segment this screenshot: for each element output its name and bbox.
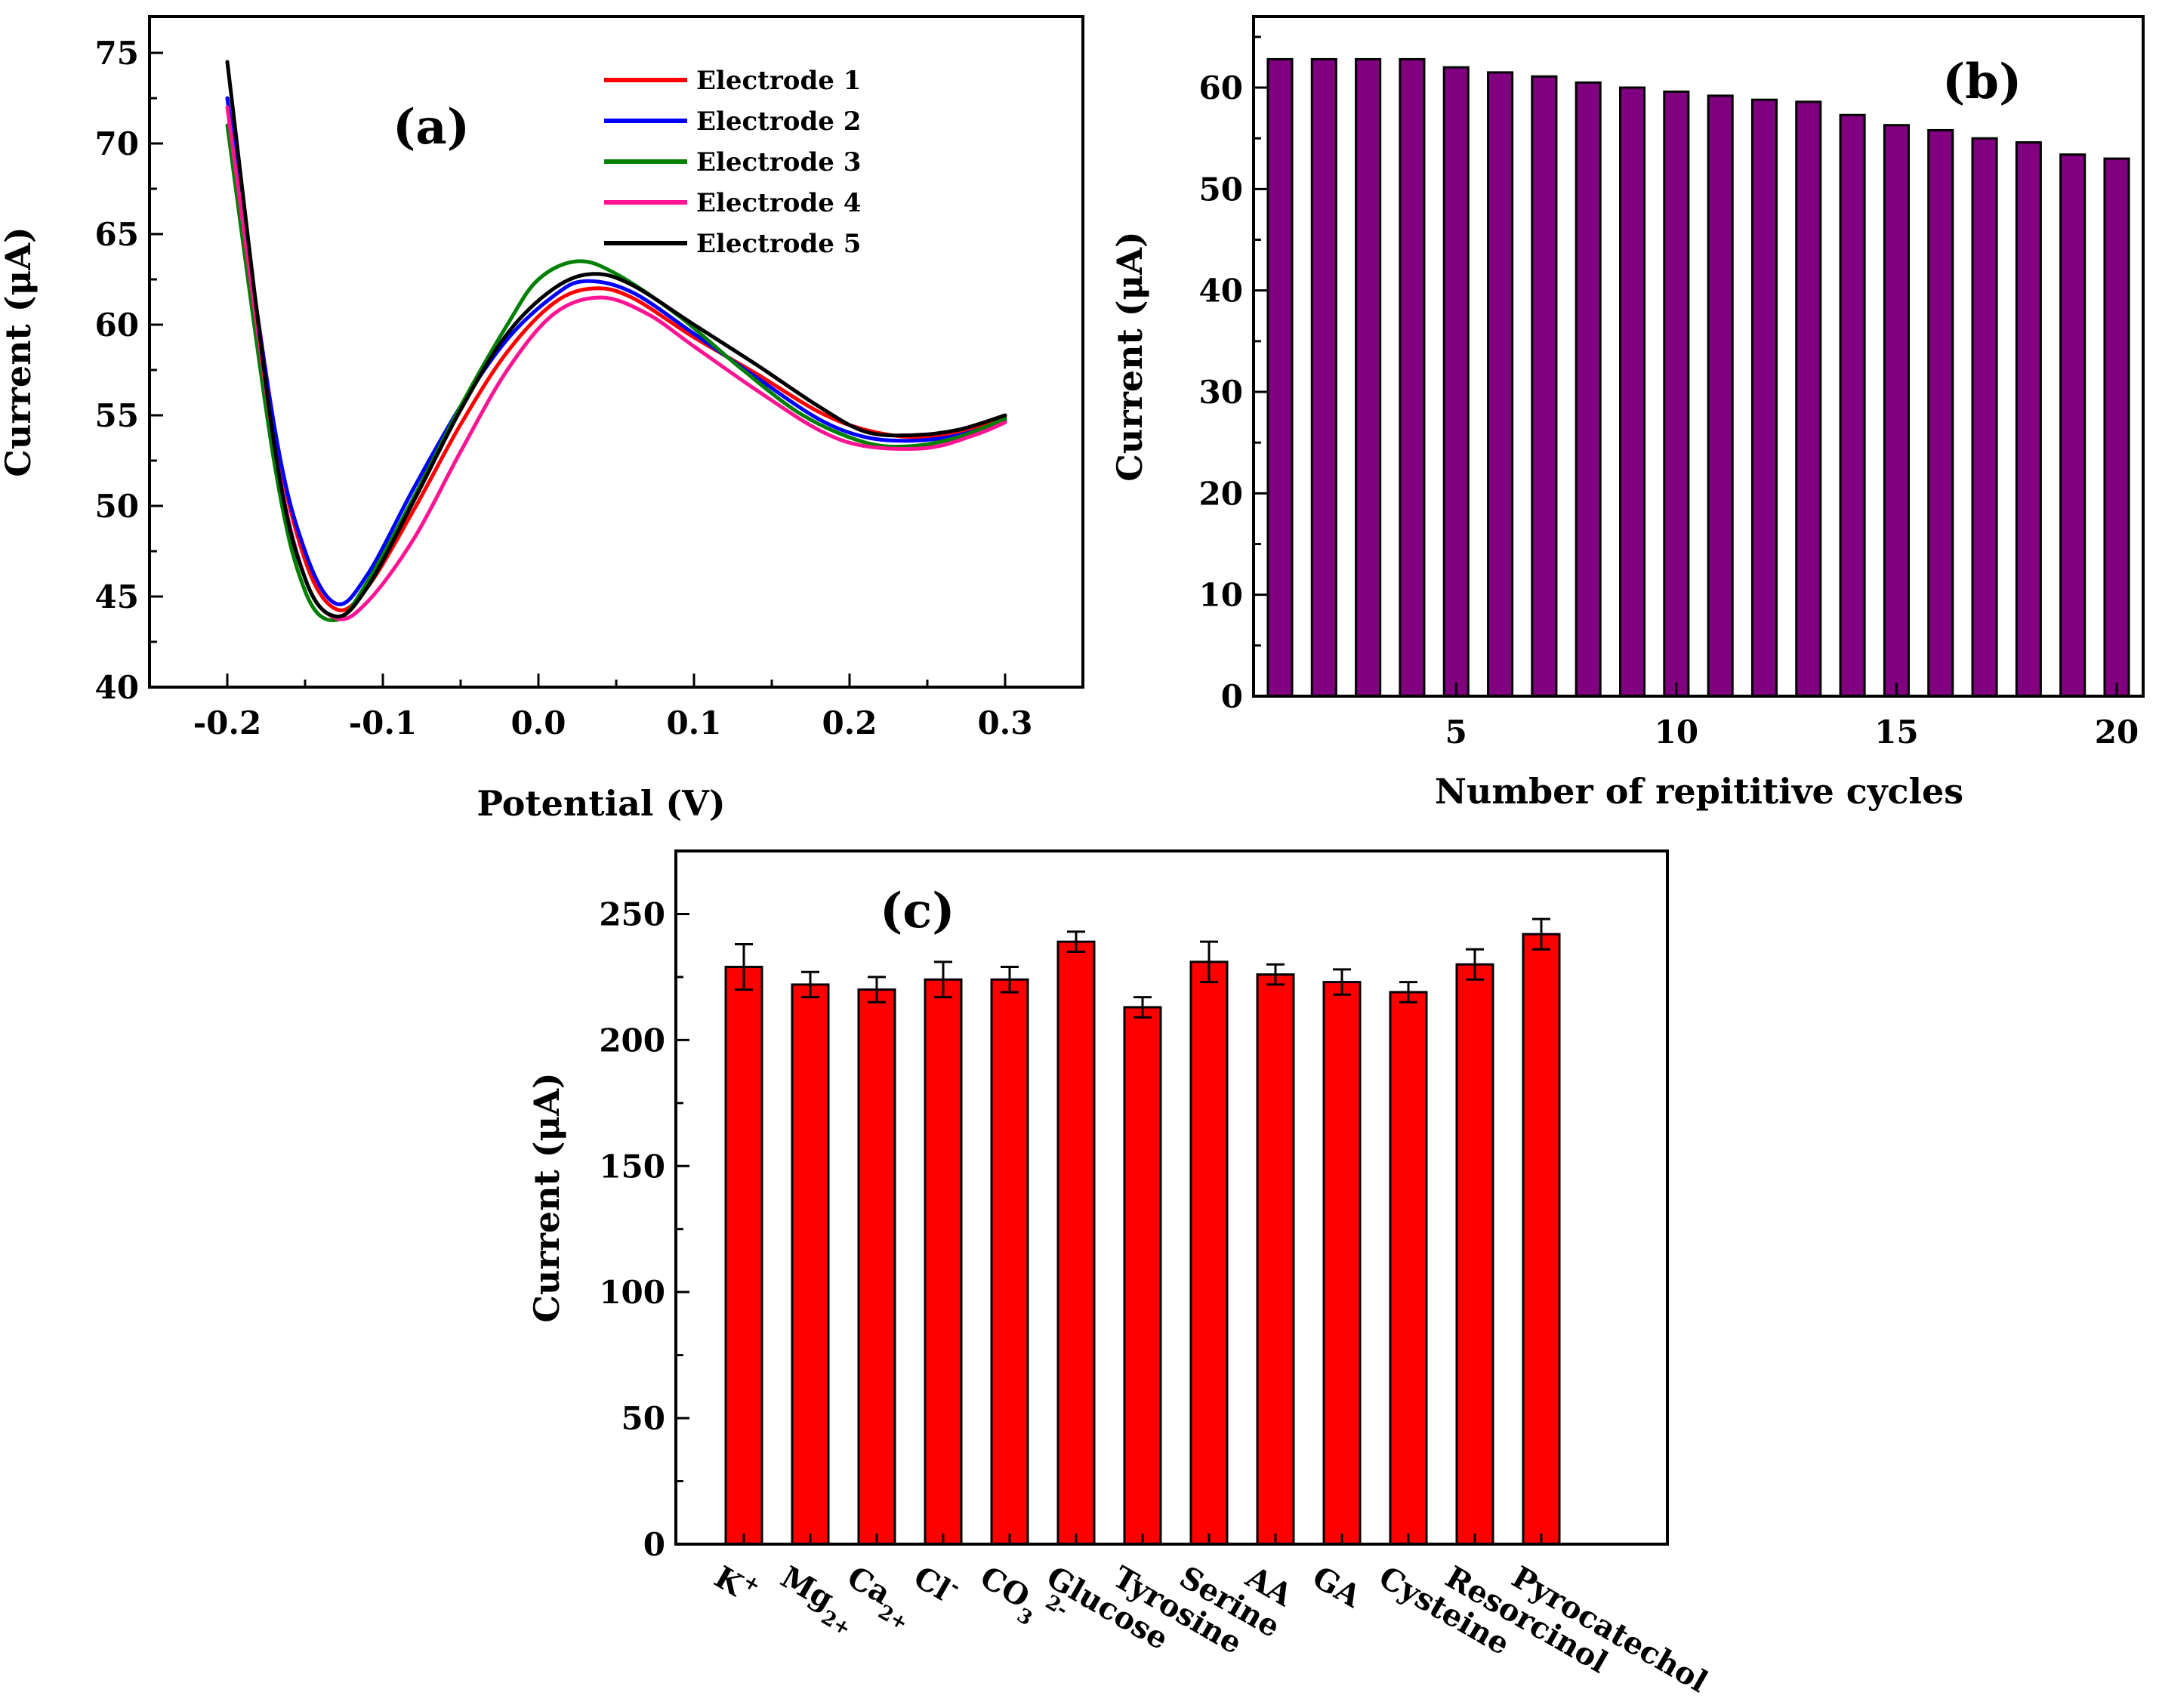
panel-a-xtick-label: 0.1 <box>666 704 721 741</box>
panel-c-bar-3 <box>857 988 896 1546</box>
panel-b-bar-13 <box>1795 100 1822 698</box>
panel-b-ytick-label: 20 <box>1199 475 1243 512</box>
panel-a-ytick-label: 40 <box>95 669 139 706</box>
panel-b-bar-20 <box>2103 157 2130 698</box>
panel-c-category-label-1: K+ <box>708 1556 764 1611</box>
panel-a-legend-label-1: Electrode 1 <box>696 66 861 96</box>
panel-b-bar-9 <box>1618 86 1646 698</box>
panel-c-bar-9 <box>1256 973 1295 1546</box>
panel-b-bar-19 <box>2059 153 2087 698</box>
panel-a-xtick-label: 0.0 <box>510 704 566 741</box>
panel-b-ytick-label: 50 <box>1199 171 1243 208</box>
panel-a-series-line-4 <box>225 105 1007 621</box>
panel-c-category-text: GA <box>1306 1559 1368 1615</box>
panel-a-ytick-label: 60 <box>95 307 139 344</box>
panel-a-line-chart: -0.2 -0.1 0.0 0.1 0.2 0.3 40 45 50 55 60 65 70 75 Curr… <box>0 15 1084 824</box>
panel-c-bar-10 <box>1322 981 1362 1546</box>
panel-b-bar-11 <box>1707 94 1734 698</box>
panel-a-series-line-5 <box>225 60 1007 618</box>
panel-a-legend-label-4: Electrode 4 <box>696 188 861 218</box>
panel-b-ytick-label: 30 <box>1199 374 1243 411</box>
panel-a-ytick-label: 55 <box>95 397 139 434</box>
panel-a-ylabel: Current (μA) <box>0 227 39 476</box>
panel-a-legend-label-2: Electrode 2 <box>696 106 861 137</box>
panel-a-ytick-label: 50 <box>95 488 139 525</box>
panel-b-bar-2 <box>1310 57 1337 698</box>
panel-b-bar-chart: 5 10 15 20 0 10 20 30 40 50 60 Current (μA) Number o… <box>1109 15 2145 812</box>
panel-c-frame <box>674 849 1669 1546</box>
panel-c-bar-2 <box>791 983 830 1546</box>
panel-a-frame <box>148 15 1084 689</box>
panel-a-ytick-label: 70 <box>95 125 139 162</box>
panel-c-bar-13 <box>1522 933 1561 1546</box>
panel-c-ytick-label: 250 <box>599 896 665 933</box>
panel-a-xtick-label: -0.2 <box>193 704 262 741</box>
panel-c-bar-7 <box>1123 1006 1162 1546</box>
panel-b-bar-7 <box>1531 75 1558 698</box>
panel-b-label: (b) <box>1942 54 2022 110</box>
panel-a-legend-label-5: Electrode 5 <box>696 229 861 259</box>
panel-b-bar-16 <box>1927 128 1954 698</box>
panel-b-xtick-label: 5 <box>1445 714 1467 751</box>
panel-b-ytick-label: 60 <box>1199 69 1243 106</box>
panel-a-series-line-2 <box>225 96 1007 606</box>
panel-b-ytick-label: 40 <box>1199 273 1243 310</box>
panel-b-ytick-label: 10 <box>1199 577 1243 614</box>
panel-c-ytick-label: 150 <box>599 1148 665 1185</box>
panel-b-bar-14 <box>1839 113 1866 698</box>
panel-c-category-label-10: GA <box>1306 1559 1368 1615</box>
panel-a-series-line-3 <box>225 123 1007 623</box>
panel-a-ytick-label: 75 <box>95 35 139 72</box>
panel-c-bar-1 <box>724 966 763 1546</box>
panel-b-ylabel: Current (μA) <box>1109 231 1150 481</box>
panel-c-bar-8 <box>1189 960 1229 1546</box>
panel-c-bar-4 <box>924 978 963 1546</box>
panel-b-bar-18 <box>2015 141 2042 698</box>
panel-c-category-text: Cl <box>908 1559 956 1608</box>
panel-b-ytick-label: 0 <box>1221 678 1243 715</box>
panel-b-xtick-label: 15 <box>1874 714 1918 751</box>
panel-c-bar-12 <box>1455 963 1494 1546</box>
panel-b-xlabel: Number of repititive cycles <box>1435 771 1963 812</box>
panel-a-legend-label-3: Electrode 3 <box>696 147 861 177</box>
panel-c-bar-11 <box>1389 991 1428 1546</box>
panel-b-bar-15 <box>1883 124 1910 698</box>
panel-b-bar-4 <box>1399 57 1426 698</box>
panel-a-xlabel: Potential (V) <box>477 783 725 824</box>
panel-b-bar-17 <box>1971 137 1998 698</box>
panel-c-bar-5 <box>990 978 1029 1546</box>
panel-b-bar-12 <box>1750 98 1778 698</box>
panel-b-bar-5 <box>1442 66 1470 698</box>
panel-c-label: (c) <box>880 883 955 939</box>
panel-a-xtick-label: 0.3 <box>977 704 1032 741</box>
panel-c-ylabel: Current (μA) <box>526 1072 567 1322</box>
panel-b-xtick-label: 10 <box>1655 714 1698 751</box>
panel-c-ytick-label: 100 <box>599 1274 665 1311</box>
panel-c-ytick-label: 200 <box>599 1022 665 1059</box>
panel-a-xtick-label: -0.1 <box>349 704 418 741</box>
panel-c-ytick-label: 50 <box>621 1400 665 1437</box>
panel-b-bar-3 <box>1355 57 1382 698</box>
panel-b-bar-8 <box>1575 81 1602 698</box>
panel-b-bar-10 <box>1663 90 1690 698</box>
panel-a-ytick-label: 45 <box>95 578 139 615</box>
panel-b-bar-6 <box>1487 71 1514 698</box>
panel-b-bar-1 <box>1266 57 1294 698</box>
panel-b-frame <box>1252 15 2145 698</box>
panel-c-bar-6 <box>1056 940 1096 1546</box>
panel-c-ytick-label: 0 <box>643 1526 665 1563</box>
panel-a-series-line-1 <box>225 96 1007 612</box>
panel-c-category-label-4: Cl- <box>908 1556 965 1611</box>
panel-b-xtick-label: 20 <box>2095 714 2139 751</box>
panel-a-label: (a) <box>393 99 470 156</box>
panel-a-xtick-label: 0.2 <box>822 704 877 741</box>
panel-a-ytick-label: 65 <box>95 216 139 253</box>
